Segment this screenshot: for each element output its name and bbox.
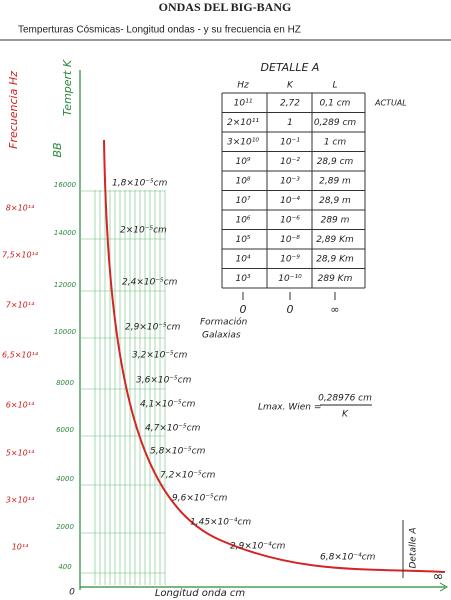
table-cell: 2,89 Km [316,235,354,245]
table-cell: 10⁻⁹ [280,254,300,264]
table-cell: 10⁹ [235,157,250,167]
temperature-tick: 16000 [54,181,77,189]
temperature-tick: 10000 [54,328,77,336]
grid [80,190,166,585]
table-limit: ∞ [330,303,339,316]
table-cell: 2,89 m [319,176,351,186]
table-cell: 10⁶ [235,215,250,225]
table-cell: 0,289 cm [314,118,357,128]
table-limit: 0 [240,303,247,316]
formula-left: Lmax. Wien = [258,403,321,413]
frequency-tick: 3×10¹⁴ [6,496,35,505]
temperature-tick: 14000 [54,229,77,237]
detail-label: Detalle A [409,527,419,568]
table-cell: 28,9 Km [316,254,354,264]
title: ONDAS DEL BIG-BANG [159,0,292,14]
table-cell: 10¹¹ [234,98,253,108]
curve-label: 5,8×10⁻⁵cm [150,447,206,457]
curve-label: 7,2×10⁻⁵cm [160,471,216,481]
frequency-tick: 7×10¹⁴ [6,301,35,310]
frequency-tick: 6×10¹⁴ [6,401,35,410]
curve-label: 9,6×10⁻⁵cm [172,494,228,504]
table-cell: 10⁻⁴ [280,196,300,206]
table-cell: 10⁵ [235,235,250,245]
bb-label: BB [51,142,64,157]
curve-label: 3,2×10⁻⁵cm [132,351,188,361]
table-cell: 0,1 cm [320,98,351,108]
table-cell: 3×10¹⁰ [227,137,259,147]
table-cell: 10⁻⁸ [280,235,300,245]
curve-label: 1,45×10⁻⁴cm [190,518,251,528]
frequency-label: Frecuencia Hz [7,71,20,149]
formation-label: Galaxias [202,331,241,341]
formula-denominator: K [342,410,349,420]
frequency-tick: 7,5×10¹⁴ [2,251,39,260]
temperature-tick: 2000 [56,523,74,531]
frequency-tick: 10¹⁴ [12,543,29,552]
temperature-tick: 8000 [56,379,74,387]
table-cell: 10⁻³ [280,176,300,186]
table-header: Hz [237,81,249,91]
table-header: L [332,81,337,91]
curve-label: 4,7×10⁻⁵cm [145,424,201,434]
table-cell: 1 cm [324,137,347,147]
curve-label: 2×10⁻⁵cm [120,226,167,236]
x-arrow [439,582,449,592]
table-cell: 2,72 [280,98,300,108]
temperature-tick: 400 [58,563,72,571]
curve-label: 1,8×10⁻⁵cm [112,179,168,189]
curve-label: 6,8×10⁻⁴cm [320,553,376,563]
table-cell: 28,9 cm [317,157,354,167]
curve-label: 3,6×10⁻⁵cm [136,376,192,386]
table-cell: 10⁻² [280,157,300,167]
table-cell: 10⁸ [235,176,250,186]
subtitle: Temperturas Cósmicas- Longitud ondas - y… [18,25,301,36]
table-cell: 10³ [235,274,250,284]
table-cell: 289 m [321,215,350,225]
table-cell: 2×10¹¹ [227,118,259,128]
curve-label: 2,9×10⁻⁴cm [230,542,286,552]
table-cell: 28,9 m [319,196,351,206]
frequency-tick: 8×10¹⁴ [6,204,35,213]
table-cell: 10⁻⁶ [280,215,300,225]
formula-numerator: 0,28976 cm [318,394,372,404]
x-infinity: ∞ [433,570,444,585]
temperature-tick: 12000 [54,281,77,289]
origin: 0 [69,588,75,598]
formation-label: Formación [200,317,248,328]
frequency-tick: 5×10¹⁴ [6,449,35,458]
table-cell: 10⁴ [235,254,250,264]
curve [103,139,446,573]
temperature-tick: 6000 [56,426,74,434]
table-cell: 1 [287,118,293,128]
table-title: DETALLE A [261,61,320,74]
table-cell: 10⁻¹⁰ [278,274,302,284]
curve-label: 2,9×10⁻⁵cm [125,323,181,333]
temperature-tick: 4000 [56,475,74,483]
curve-label: 4,1×10⁻⁵cm [140,400,196,410]
x-label: Longitud onda cm [155,588,246,599]
table-cell: 10⁷ [235,196,250,206]
table-header: K [287,81,294,91]
table-cell: 10⁻¹ [280,137,300,147]
table-note: ACTUAL [374,98,407,107]
frequency-tick: 6,5×10¹⁴ [2,351,39,360]
table-cell: 289 Km [318,274,353,284]
temperature-label: Tempert K [61,59,74,116]
table-limit: 0 [287,303,294,316]
curve-label: 2,4×10⁻⁵cm [122,278,178,288]
